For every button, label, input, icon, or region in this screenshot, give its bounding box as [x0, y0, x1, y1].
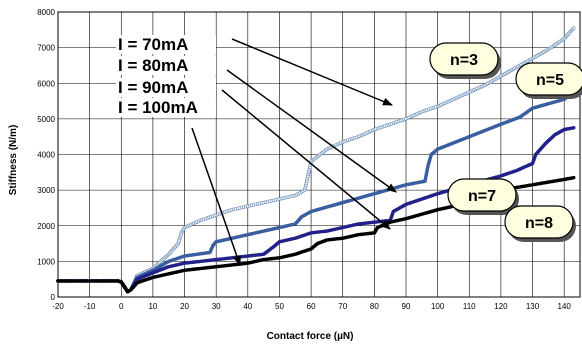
data-point [571, 26, 576, 30]
x-tick-label: 100 [431, 302, 445, 311]
label-background [116, 35, 216, 54]
x-tick-label: 60 [307, 302, 316, 311]
x-tick-label: 140 [558, 302, 572, 311]
x-tick-label: 20 [180, 302, 189, 311]
badge-bubble [429, 42, 499, 76]
n-label: n=8 [525, 215, 553, 232]
annotation-arrow [221, 89, 391, 230]
annotation-arrow [226, 69, 397, 193]
current-label: I = 100mA [118, 98, 198, 117]
x-tick-label: 130 [526, 302, 540, 311]
y-axis-title: Stiffness (N/m) [8, 125, 19, 196]
x-tick-label: -10 [84, 302, 96, 311]
x-tick-label: 10 [148, 302, 157, 311]
x-tick-label: 120 [494, 302, 508, 311]
x-tick-label: 70 [338, 302, 347, 311]
x-tick-label: 90 [402, 302, 411, 311]
y-tick-label: 4000 [37, 151, 55, 160]
y-tick-label: 0 [51, 293, 56, 302]
x-tick-label: 0 [119, 302, 124, 311]
current-label: I = 80mA [118, 56, 188, 75]
n-label-badge: n=7 [447, 178, 519, 215]
data-series [56, 26, 576, 294]
n-label-badge: n=5 [515, 62, 582, 99]
y-tick-label: 8000 [37, 8, 55, 17]
annotation-arrow [191, 127, 241, 266]
annotation-arrow [231, 38, 393, 106]
badge-bubble [447, 178, 517, 212]
n-label: n=3 [450, 52, 478, 69]
y-tick-label: 1000 [37, 257, 55, 266]
x-tick-label: 50 [275, 302, 284, 311]
n-label-badge: n=3 [429, 42, 501, 79]
label-background [116, 98, 216, 117]
n-label: n=5 [536, 72, 564, 89]
x-tick-label: 80 [370, 302, 379, 311]
y-tick-label: 6000 [37, 79, 55, 88]
current-label: I = 90mA [118, 78, 188, 97]
plot-frame [57, 11, 581, 298]
badge-bubble [504, 205, 574, 239]
y-tick-label: 7000 [37, 44, 55, 53]
data-point [571, 175, 576, 180]
x-axis-title: Contact force (µN) [267, 331, 354, 342]
label-background [116, 56, 216, 75]
x-tick-label: -20 [52, 302, 64, 311]
x-tick-label: 110 [463, 302, 476, 311]
y-tick-label: 2000 [37, 222, 55, 231]
series-4 [56, 175, 576, 294]
y-tick-label: 5000 [37, 115, 55, 124]
n-label: n=7 [468, 188, 496, 205]
data-point [571, 125, 576, 130]
x-tick-label: 30 [212, 302, 221, 311]
badge-bubble [515, 62, 582, 96]
x-tick-label: 40 [243, 302, 252, 311]
n-label-badge: n=8 [504, 205, 576, 242]
label-background [116, 78, 216, 97]
current-label: I = 70mA [118, 35, 188, 54]
axes: -20 -10 0 10 20 30 40 50 60 70 80 90 100 110 120 130 140… [37, 8, 581, 311]
y-tick-label: 3000 [37, 186, 55, 195]
